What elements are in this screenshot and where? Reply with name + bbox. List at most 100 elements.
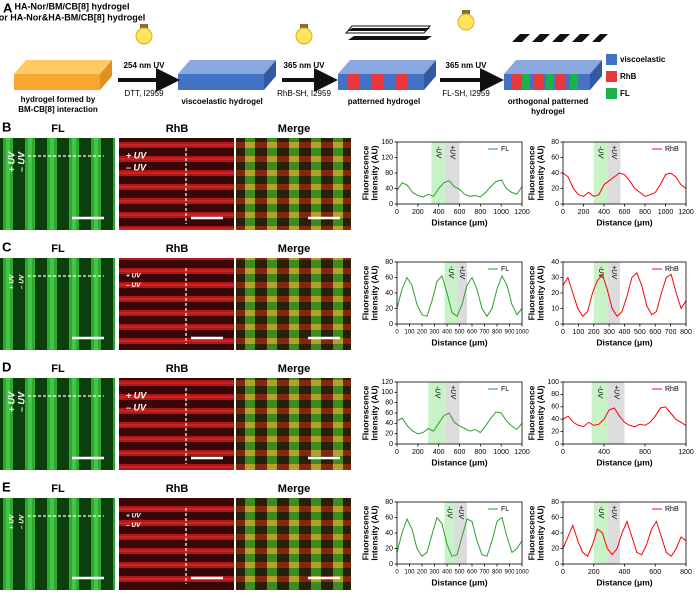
stripe bbox=[522, 74, 530, 90]
x-tick-label: 900 bbox=[504, 330, 515, 336]
stripe bbox=[534, 74, 544, 90]
x-tick-label: 1200 bbox=[514, 209, 530, 216]
image-title: Merge bbox=[278, 363, 310, 375]
uv-label: + UV bbox=[6, 391, 16, 412]
x-tick-label: 100 bbox=[573, 329, 585, 336]
x-tick-label: 400 bbox=[433, 209, 445, 216]
uv-label: – UV bbox=[19, 274, 26, 289]
uv-band bbox=[593, 142, 608, 204]
x-tick-label: 500 bbox=[634, 329, 646, 336]
uv-label: + UV bbox=[9, 274, 16, 289]
y-tick-label: 80 bbox=[385, 499, 393, 506]
x-tick-label: 400 bbox=[619, 569, 631, 576]
legend-swatch bbox=[606, 71, 617, 82]
y-axis-label: Intensity (AU) bbox=[535, 505, 545, 560]
x-tick-label: 200 bbox=[412, 449, 424, 456]
uv-band bbox=[457, 262, 467, 324]
uv-label: + UV bbox=[126, 150, 147, 160]
caption: viscoelastic hydrogel bbox=[181, 97, 262, 106]
x-tick-label: 400 bbox=[442, 570, 453, 576]
x-tick-label: 0 bbox=[561, 569, 565, 576]
x-axis-label: Distance (μm) bbox=[431, 217, 487, 227]
profile-trace bbox=[562, 519, 687, 558]
image-title: FL bbox=[51, 483, 65, 495]
legend-label: RhB bbox=[665, 146, 679, 153]
band-label: -UV bbox=[597, 146, 604, 159]
y-tick-label: 60 bbox=[385, 410, 393, 417]
micrograph bbox=[119, 138, 234, 230]
uv-band bbox=[444, 502, 455, 564]
x-tick-label: 800 bbox=[492, 330, 503, 336]
y-tick-label: 30 bbox=[551, 274, 559, 281]
block-side bbox=[590, 60, 602, 90]
micrograph bbox=[0, 138, 115, 230]
micrograph bbox=[236, 378, 351, 470]
profile-trace bbox=[562, 272, 687, 318]
step-uv: 254 nm UV bbox=[124, 61, 166, 70]
band-label: +UV bbox=[610, 265, 617, 280]
x-tick-label: 200 bbox=[417, 330, 428, 336]
y-axis-label: Fluorescence bbox=[526, 385, 536, 440]
y-tick-label: 0 bbox=[389, 201, 393, 208]
y-axis-label: Intensity (AU) bbox=[535, 385, 545, 440]
x-tick-label: 400 bbox=[598, 449, 610, 456]
y-axis-label: Fluorescence bbox=[526, 145, 536, 200]
y-axis-label: Intensity (AU) bbox=[369, 505, 379, 560]
legend-label: FL bbox=[501, 146, 509, 153]
x-tick-label: 700 bbox=[479, 330, 490, 336]
legend-label: FL bbox=[501, 266, 509, 273]
legend-label: FL bbox=[501, 506, 509, 513]
mask bbox=[552, 34, 570, 42]
panel-letter: E bbox=[2, 479, 11, 494]
y-tick-label: 40 bbox=[385, 530, 393, 537]
x-tick-label: 200 bbox=[412, 209, 424, 216]
band-label: -UV bbox=[597, 266, 604, 279]
legend-label: viscoelastic bbox=[620, 55, 666, 64]
caption: hydrogel formed by bbox=[21, 95, 96, 104]
micrograph bbox=[119, 498, 234, 590]
x-tick-label: 800 bbox=[492, 570, 503, 576]
x-tick-label: 600 bbox=[467, 330, 478, 336]
micrograph bbox=[119, 258, 234, 350]
y-tick-label: 120 bbox=[381, 154, 393, 161]
bulb bbox=[295, 24, 313, 45]
y-tick-label: 20 bbox=[551, 545, 559, 552]
x-tick-label: 0 bbox=[395, 209, 399, 216]
image-title: FL bbox=[51, 243, 65, 255]
stripe bbox=[570, 74, 578, 90]
band-label: -UV bbox=[446, 506, 453, 519]
y-axis-label: Intensity (AU) bbox=[535, 265, 545, 320]
y-tick-label: 0 bbox=[389, 321, 393, 328]
micrograph bbox=[236, 138, 351, 230]
y-tick-label: 40 bbox=[385, 290, 393, 297]
x-tick-label: 300 bbox=[429, 570, 440, 576]
band-label: +UV bbox=[449, 385, 456, 400]
x-axis-label: Distance (μm) bbox=[596, 337, 652, 347]
band-label: +UV bbox=[610, 505, 617, 520]
image-title: RhB bbox=[166, 243, 189, 255]
uv-band bbox=[607, 142, 621, 204]
x-tick-label: 1000 bbox=[493, 209, 509, 216]
block-top bbox=[338, 60, 436, 74]
uv-label: + UV bbox=[126, 513, 141, 520]
y-tick-label: 60 bbox=[385, 274, 393, 281]
y-tick-label: 0 bbox=[555, 561, 559, 568]
y-tick-label: 0 bbox=[389, 441, 393, 448]
uv-band bbox=[444, 142, 460, 204]
band-label: -UV bbox=[597, 506, 604, 519]
y-axis-label: Fluorescence bbox=[526, 265, 536, 320]
y-tick-label: 0 bbox=[389, 561, 393, 568]
x-tick-label: 1000 bbox=[493, 449, 509, 456]
band-label: -UV bbox=[434, 146, 441, 159]
x-tick-label: 0 bbox=[395, 570, 399, 576]
y-tick-label: 80 bbox=[551, 391, 559, 398]
uv-label: – UV bbox=[126, 402, 147, 412]
uv-label: – UV bbox=[16, 151, 26, 172]
uv-label: – UV bbox=[19, 514, 26, 529]
y-tick-label: 20 bbox=[551, 428, 559, 435]
legend-label: RhB bbox=[665, 386, 679, 393]
plot-frame bbox=[562, 381, 687, 445]
profile-trace bbox=[562, 406, 687, 428]
x-tick-label: 100 bbox=[404, 570, 415, 576]
y-tick-label: 60 bbox=[551, 404, 559, 411]
